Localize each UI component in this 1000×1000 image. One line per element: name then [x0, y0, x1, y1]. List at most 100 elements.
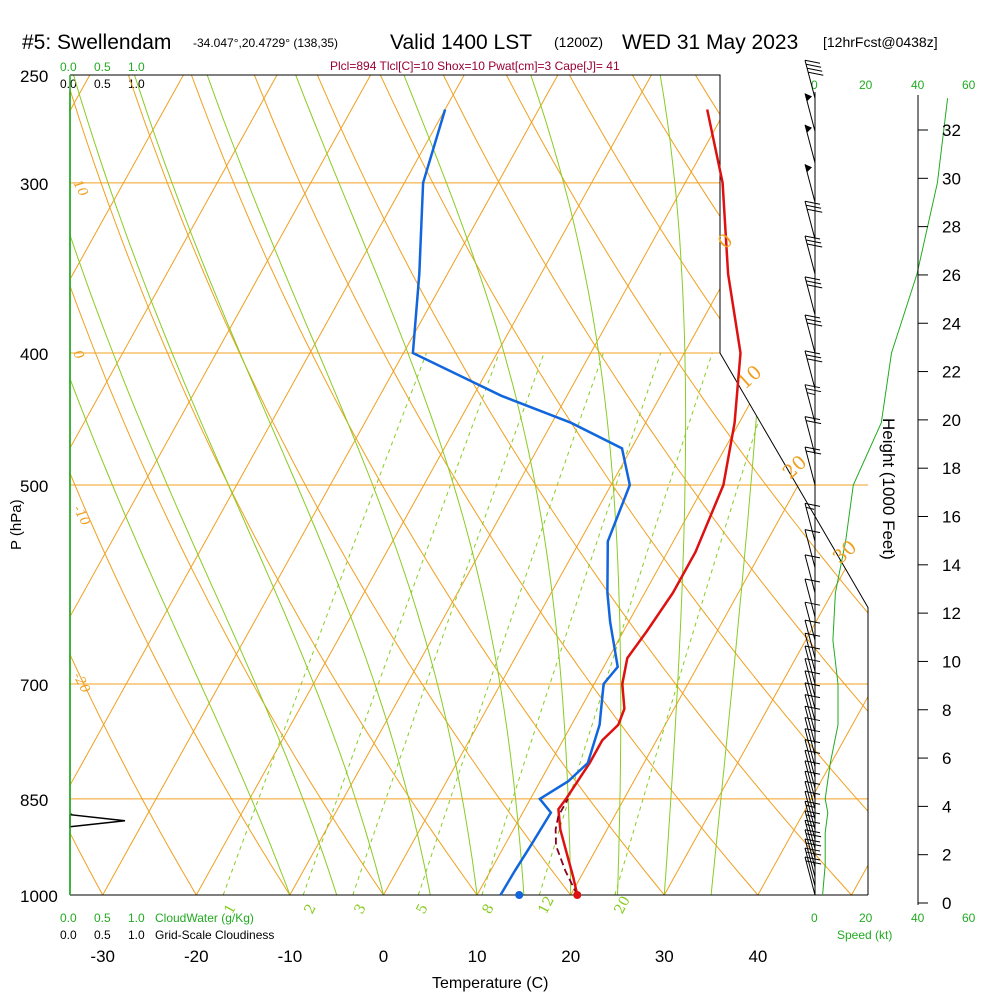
- top-cloudwater-scale: 0.0 0.5 1.0: [60, 60, 145, 74]
- cloudwater-spike: [69, 813, 126, 828]
- wind-barb: [804, 350, 823, 389]
- wind-barb-feather: [804, 682, 821, 687]
- dry-adiabat-line: [568, 75, 868, 895]
- wind-barb: [804, 632, 821, 672]
- valid-zulu: (1200Z): [554, 34, 603, 50]
- wind-barb-staff: [804, 838, 816, 878]
- dry-adiabat-line: [253, 75, 759, 895]
- wind-barb-staff: [804, 847, 816, 887]
- dewpoint-trace: [411, 109, 632, 896]
- wind-barb: [804, 670, 821, 709]
- isotherm-line: [757, 75, 868, 895]
- temp-tick-label: 0: [379, 947, 388, 966]
- isotherm-label: -10: [69, 503, 92, 529]
- pressure-tick-label: 500: [20, 477, 48, 496]
- cloudiness-label: Grid-Scale Cloudiness: [155, 928, 274, 942]
- speed-tick-bottom: 20: [859, 911, 873, 925]
- mixing-ratio-line: [538, 352, 713, 895]
- wind-barb-flag: [805, 164, 812, 173]
- wind-barb-staff: [804, 645, 816, 685]
- dry-adiabat-line: [70, 75, 384, 895]
- wind-barb-staff: [804, 829, 816, 868]
- bottom-cloudiness-legend: 0.0 0.5 1.0 Grid-Scale Cloudiness: [60, 928, 274, 942]
- height-tick-label: 14: [942, 556, 961, 575]
- wind-barb-staff: [804, 670, 816, 709]
- top-cl-tick: 1.0: [128, 77, 145, 91]
- clipped-background: [0, 75, 868, 895]
- wind-barb-feather: [804, 780, 821, 785]
- bottom-cl-tick: 0.0: [60, 928, 77, 942]
- bottom-cl-tick: 0.5: [94, 928, 111, 942]
- wind-barb: [804, 276, 823, 315]
- wind-barb-feather: [804, 276, 821, 281]
- wind-barb-staff: [804, 781, 816, 820]
- forecast-info: [12hrFcst@0438z]: [823, 34, 938, 50]
- parcel-trace: [554, 798, 579, 896]
- dry-adiabat-line: [127, 75, 572, 895]
- wind-barb: [804, 93, 816, 132]
- wind-barb-staff: [804, 658, 816, 697]
- top-speed-scale: 0 20 40 60: [811, 78, 976, 92]
- moist-adiabat-line: [134, 75, 431, 895]
- mixing-ratio-line: [352, 352, 545, 895]
- wind-barb-staff: [804, 446, 816, 486]
- wind-barb-staff: [804, 633, 816, 672]
- speed-axis-label: Speed (kt): [837, 928, 892, 942]
- dry-adiabat-line: [70, 75, 197, 895]
- dry-adiabat-line: [505, 75, 868, 895]
- height-tick-label: 26: [942, 266, 961, 285]
- wind-barb-staff: [804, 739, 816, 778]
- wind-barb-staff: [804, 60, 816, 99]
- dry-adiabat-line: [0, 75, 9, 895]
- speed-tick-top: 20: [859, 78, 873, 92]
- wind-barb-feather: [804, 200, 821, 205]
- wind-barb: [804, 416, 822, 455]
- wind-barb: [804, 164, 816, 203]
- wind-barb-staff: [804, 820, 816, 859]
- wind-barb-staff: [804, 706, 816, 745]
- wind-barb-feather: [806, 239, 822, 244]
- isotherm-label: -20: [69, 670, 92, 696]
- wind-barb-feather: [804, 705, 821, 710]
- moist-adiabat-line: [70, 75, 338, 895]
- cloudwater-label: CloudWater (g/Kg): [155, 911, 254, 925]
- sounding-indices: Plcl=894 Tlcl[C]=10 Shox=10 Pwat[cm]=3 C…: [330, 59, 620, 73]
- height-tick-label: 28: [942, 218, 961, 237]
- wind-barb-staff: [804, 728, 816, 767]
- height-tick-label: 24: [942, 314, 961, 333]
- wind-barb-staff: [804, 201, 816, 240]
- temp-tick-label: -30: [90, 947, 115, 966]
- mixing-ratio-label: 3: [351, 901, 369, 916]
- wind-barb-staff: [804, 750, 816, 789]
- wind-barb-feather: [804, 314, 821, 319]
- pressure-tick-label: 700: [20, 676, 48, 695]
- height-tick-label: 8: [942, 701, 951, 720]
- wind-barb-feather: [804, 694, 821, 699]
- wind-barb: [804, 446, 822, 486]
- wind-barb-feather: [804, 384, 821, 389]
- temp-tick-label: -10: [278, 947, 303, 966]
- temp-tick-label: 40: [748, 947, 767, 966]
- top-cl-tick: 0.0: [60, 77, 77, 91]
- wind-barb: [804, 384, 822, 423]
- speed-tick-top: 40: [911, 78, 925, 92]
- isotherm-line: [851, 75, 868, 895]
- wind-barb-feather: [806, 318, 822, 323]
- wind-barb-feather: [806, 354, 822, 359]
- mixing-ratio-line: [302, 352, 500, 895]
- wind-barb-staff: [804, 856, 816, 896]
- pressure-tick-label: 250: [20, 67, 48, 86]
- wind-barb-half-feather: [805, 804, 815, 808]
- isotherm-line: [663, 75, 868, 895]
- wind-barb-staff: [804, 791, 816, 830]
- mixing-ratio-label: 20: [611, 894, 633, 917]
- bottom-cloudwater-legend: 0.0 0.5 1.0 CloudWater (g/Kg): [60, 911, 254, 925]
- wind-barb-staff: [804, 314, 816, 354]
- mixing-ratio-label: 8: [479, 901, 497, 916]
- wind-barb-feather: [804, 728, 821, 733]
- mixing-ratio-line: [222, 352, 427, 895]
- top-cw-tick: 0.5: [94, 60, 111, 74]
- y-axis-title: P (hPa): [8, 499, 25, 550]
- wind-barb-staff: [804, 682, 816, 722]
- wind-barb-feather: [804, 760, 821, 765]
